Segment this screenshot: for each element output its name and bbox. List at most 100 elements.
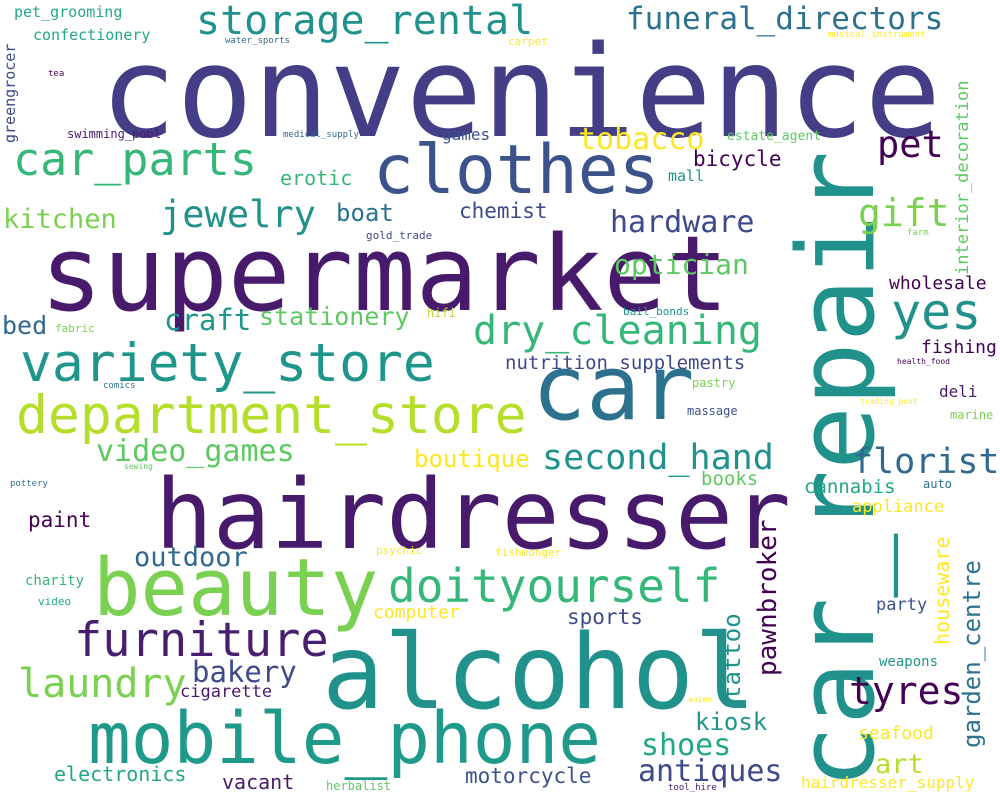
word-fishmonger: fishmonger [495, 546, 562, 559]
word-marine: marine [950, 408, 994, 422]
word-medical-supply: medical_supply [283, 130, 359, 140]
word-boutique: boutique [414, 445, 530, 473]
word-car: car [532, 336, 695, 441]
word-tea: tea [48, 69, 65, 79]
word-pottery: pottery [10, 479, 48, 489]
word-video: video [38, 595, 72, 608]
word-farm: farm [907, 228, 929, 238]
word-tattoo: tattoo [718, 613, 746, 700]
word-convenience: convenience [100, 18, 942, 166]
word-books: books [701, 468, 759, 490]
word-department-store: department_store [16, 385, 527, 446]
word-massage: massage [687, 404, 738, 418]
word-erotic: erotic [280, 166, 353, 190]
word-vacant: vacant [222, 770, 295, 794]
word-party: party [876, 595, 928, 615]
word-psychic: psychic [376, 544, 423, 557]
word-bed: bed [2, 311, 48, 340]
word-art: art [875, 749, 924, 780]
word-garden-centre: garden_centre [958, 560, 986, 748]
word-gold-trade: gold_trade [366, 229, 433, 242]
word-alcohol: alcohol [322, 613, 757, 733]
word-houseware: houseware [930, 536, 954, 645]
word-funeral-directors: funeral_directors [626, 1, 944, 37]
word-supermarket: supermarket [40, 213, 729, 335]
word-chemist: chemist [459, 199, 548, 223]
word-car-parts: car_parts [13, 133, 257, 186]
word-antiques: antiques [638, 754, 783, 789]
word-doityourself: doityourself [388, 559, 721, 613]
word-shoes: shoes [641, 728, 732, 763]
word-swimming-pool: swimming_pool [67, 127, 161, 141]
word-craft: craft [164, 303, 252, 337]
word-furniture: furniture [74, 613, 329, 668]
word-yes: yes [891, 283, 982, 341]
word-electronics: electronics [54, 762, 187, 786]
word-anime: anime [688, 695, 713, 704]
word-pastry: pastry [692, 376, 736, 390]
word-mobile-phone: mobile_phone [88, 697, 601, 780]
word-beauty: beauty [93, 542, 379, 634]
word-kiosk: kiosk [695, 708, 768, 736]
word-laundry: laundry [18, 661, 187, 707]
word-fabric: fabric [55, 322, 95, 335]
word-bail-bonds: bail_bonds [623, 305, 690, 318]
word-variety-store: variety_store [20, 333, 435, 394]
word-outdoor: outdoor [134, 542, 248, 573]
word-auto: auto [923, 477, 952, 491]
word-tool-hire: tool_hire [668, 783, 717, 793]
word-tyres: tyres [849, 669, 964, 713]
word-kitchen: kitchen [3, 204, 117, 235]
word-pawnbroker: pawnbroker [753, 519, 783, 676]
word-weapons: weapons [879, 654, 939, 670]
word-water-sports: water_sports [225, 36, 291, 46]
word-pet-grooming: pet_grooming [14, 3, 123, 21]
word-health-food: health_food [897, 357, 950, 366]
word-stationery: stationery [259, 302, 410, 331]
word-comics: comics [103, 381, 136, 391]
word-charity: charity [25, 573, 85, 589]
word-hifi: hifi [427, 306, 456, 320]
word-dry-cleaning: dry_cleaning [473, 308, 762, 354]
word-seafood: seafood [858, 723, 934, 744]
word-florist: florist [852, 442, 1000, 482]
word-computer: computer [373, 602, 460, 623]
word-jewelry: jewelry [160, 193, 316, 236]
word-sewing: sewing [124, 462, 153, 471]
word-storage-rental: storage_rental [196, 0, 534, 44]
word-motorcycle: motorcycle [465, 764, 592, 788]
word-video-games: video_games [96, 434, 295, 469]
word-cannabis: cannabis [804, 476, 896, 498]
word-trading-post: trading_post [860, 397, 918, 406]
word-boat: boat [336, 199, 394, 227]
word-cigarette: cigarette [180, 682, 273, 702]
word-confectionery: confectionery [33, 26, 151, 44]
word-musical-instrument: musical_instrument [828, 30, 926, 40]
word-clothes: clothes [373, 131, 660, 210]
word-tobacco: tobacco [578, 122, 705, 157]
word-estate-agent: estate_agent [727, 129, 821, 144]
word-bicycle: bicycle [693, 147, 782, 171]
word-optician: optician [614, 248, 749, 281]
word-mall: mall [668, 167, 705, 185]
word-gift: gift [858, 191, 950, 235]
word-herbalist: herbalist [326, 779, 392, 793]
word-hairdresser-supply: hairdresser_supply [801, 773, 975, 792]
word-greengrocer: greengrocer [1, 43, 19, 143]
word-second-hand: second_hand [542, 438, 774, 478]
word-nutrition-supplements: nutrition_supplements [505, 352, 746, 374]
word-bakery: bakery [192, 655, 297, 689]
word-fishing: fishing [921, 337, 997, 358]
word-hairdresser: hairdresser [155, 459, 791, 571]
word-hardware: hardware [610, 205, 755, 240]
word-carpet: carpet [508, 35, 548, 48]
word-interior-decoration: interior_decoration [953, 80, 973, 275]
word-deli: deli [939, 382, 978, 401]
word-paint: paint [28, 508, 92, 532]
word-pet: pet [877, 123, 944, 166]
word-appliance: appliance [852, 497, 945, 517]
word-wholesale: wholesale [889, 273, 987, 294]
word-sports: sports [567, 605, 643, 629]
word-games: games [442, 125, 491, 144]
